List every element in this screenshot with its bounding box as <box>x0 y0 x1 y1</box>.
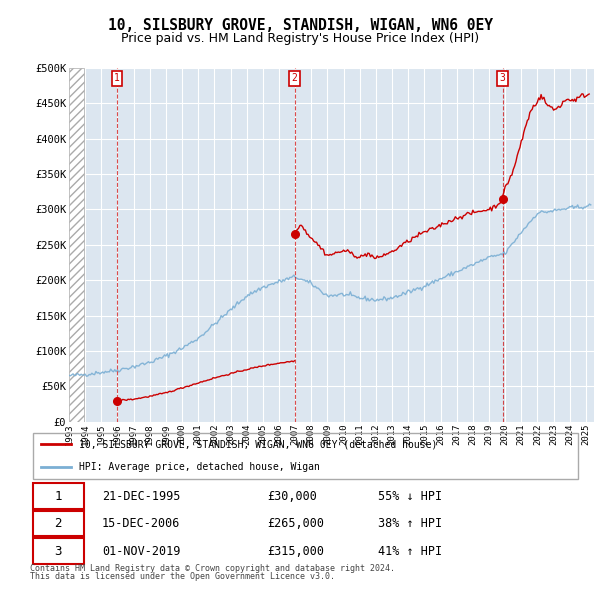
Text: £30,000: £30,000 <box>268 490 317 503</box>
Text: 3: 3 <box>55 545 62 558</box>
Text: 01-NOV-2019: 01-NOV-2019 <box>102 545 180 558</box>
Text: 55% ↓ HPI: 55% ↓ HPI <box>378 490 442 503</box>
Text: 1: 1 <box>114 73 120 83</box>
Bar <box>69 68 83 422</box>
Text: Price paid vs. HM Land Registry's House Price Index (HPI): Price paid vs. HM Land Registry's House … <box>121 32 479 45</box>
Text: HPI: Average price, detached house, Wigan: HPI: Average price, detached house, Wiga… <box>79 463 319 473</box>
Text: 10, SILSBURY GROVE, STANDISH, WIGAN, WN6 0EY (detached house): 10, SILSBURY GROVE, STANDISH, WIGAN, WN6… <box>79 439 437 449</box>
Text: £265,000: £265,000 <box>268 517 325 530</box>
Text: 2: 2 <box>292 73 298 83</box>
Text: 21-DEC-1995: 21-DEC-1995 <box>102 490 180 503</box>
Text: 15-DEC-2006: 15-DEC-2006 <box>102 517 180 530</box>
Text: 38% ↑ HPI: 38% ↑ HPI <box>378 517 442 530</box>
Text: This data is licensed under the Open Government Licence v3.0.: This data is licensed under the Open Gov… <box>30 572 335 581</box>
Text: 1: 1 <box>55 490 62 503</box>
Text: 2: 2 <box>55 517 62 530</box>
Text: 3: 3 <box>500 73 506 83</box>
Text: 10, SILSBURY GROVE, STANDISH, WIGAN, WN6 0EY: 10, SILSBURY GROVE, STANDISH, WIGAN, WN6… <box>107 18 493 32</box>
Text: £315,000: £315,000 <box>268 545 325 558</box>
Text: 41% ↑ HPI: 41% ↑ HPI <box>378 545 442 558</box>
Text: Contains HM Land Registry data © Crown copyright and database right 2024.: Contains HM Land Registry data © Crown c… <box>30 563 395 572</box>
